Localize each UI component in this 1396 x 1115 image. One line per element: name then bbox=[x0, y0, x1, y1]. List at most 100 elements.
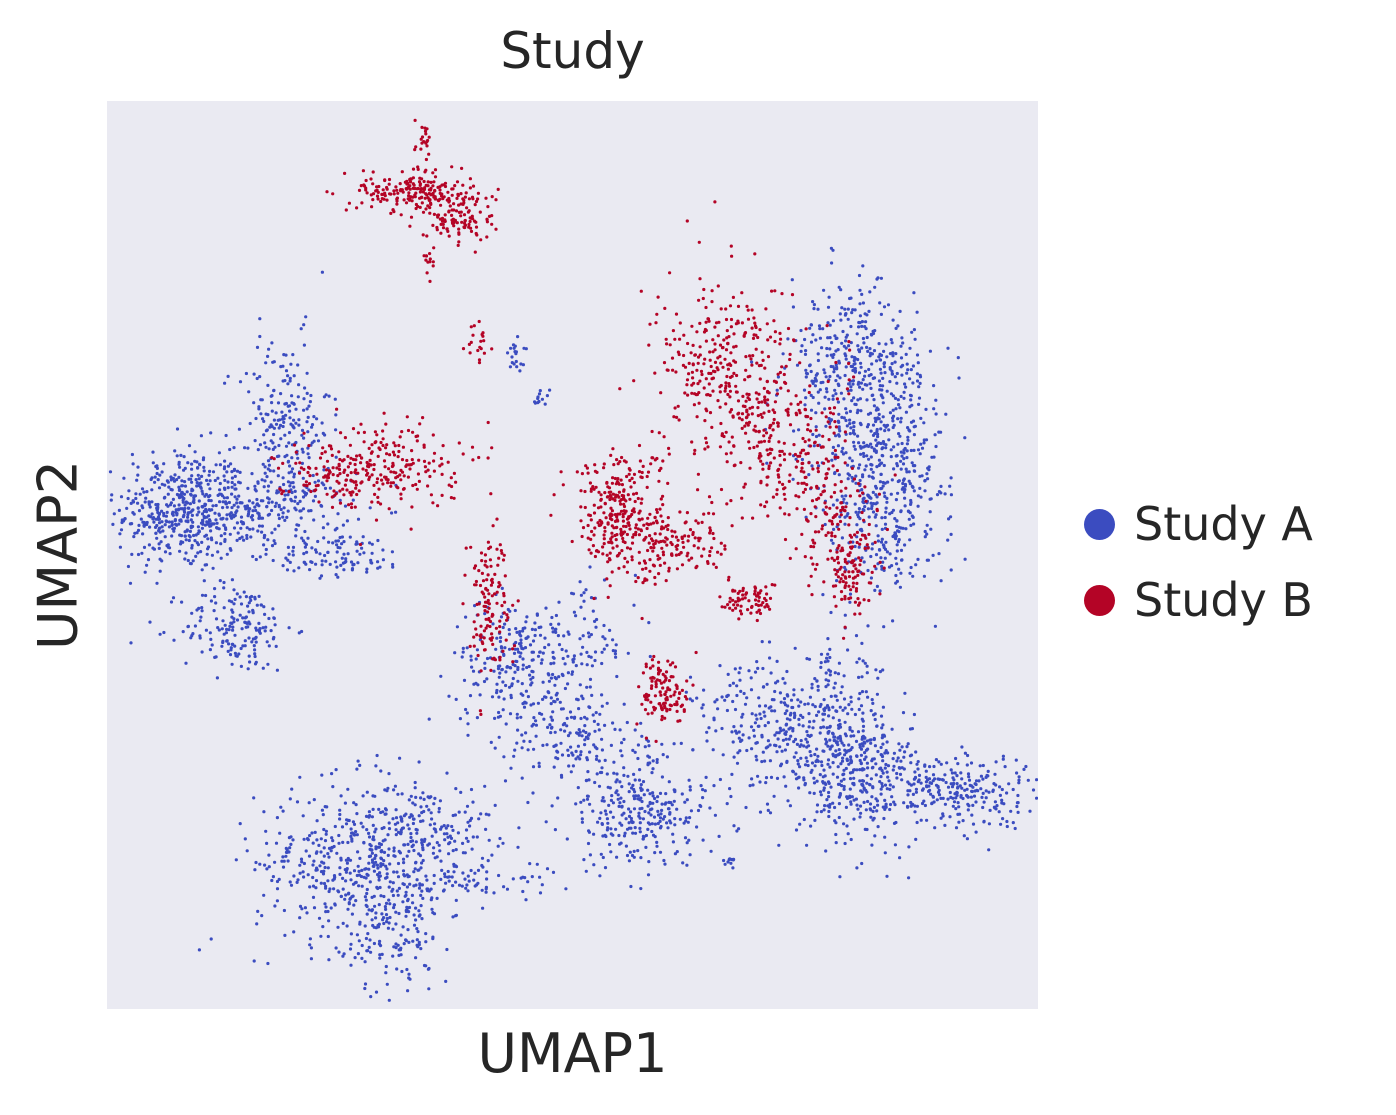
data-point bbox=[514, 350, 518, 354]
data-point bbox=[428, 823, 432, 827]
data-point bbox=[805, 759, 809, 763]
data-point bbox=[357, 188, 362, 192]
data-point bbox=[332, 844, 336, 849]
data-point bbox=[485, 677, 489, 681]
data-point bbox=[812, 379, 816, 383]
data-point bbox=[602, 647, 606, 651]
data-point bbox=[941, 814, 945, 818]
data-point bbox=[349, 560, 354, 564]
data-point bbox=[251, 518, 255, 522]
data-point bbox=[609, 743, 613, 748]
data-point bbox=[209, 937, 213, 941]
data-point bbox=[769, 671, 773, 675]
data-point bbox=[225, 552, 229, 556]
data-point bbox=[414, 860, 418, 864]
data-point bbox=[302, 436, 306, 440]
data-point bbox=[624, 817, 628, 821]
data-point bbox=[353, 956, 357, 960]
data-point bbox=[139, 517, 143, 521]
data-point bbox=[869, 386, 873, 390]
data-point bbox=[547, 643, 551, 647]
data-point bbox=[516, 667, 520, 672]
data-point bbox=[797, 723, 801, 727]
data-point bbox=[831, 732, 835, 736]
data-point bbox=[301, 539, 305, 543]
data-point bbox=[683, 800, 687, 804]
data-point bbox=[371, 794, 375, 798]
data-point bbox=[396, 861, 401, 866]
data-point bbox=[399, 188, 403, 192]
data-point bbox=[515, 630, 519, 635]
data-point bbox=[289, 422, 293, 426]
data-point bbox=[400, 792, 404, 796]
data-point bbox=[823, 522, 827, 527]
data-point bbox=[570, 672, 574, 676]
data-point bbox=[845, 795, 849, 799]
data-point bbox=[784, 784, 788, 788]
data-point bbox=[792, 688, 796, 692]
data-point bbox=[925, 785, 929, 789]
data-point bbox=[367, 945, 371, 950]
data-point bbox=[416, 868, 420, 872]
data-point bbox=[298, 871, 302, 875]
data-point bbox=[879, 714, 884, 718]
data-point bbox=[571, 764, 575, 768]
data-point bbox=[380, 192, 384, 197]
data-point bbox=[183, 484, 188, 488]
data-point bbox=[367, 867, 371, 871]
data-point bbox=[778, 745, 782, 749]
data-point bbox=[600, 770, 604, 775]
data-point bbox=[377, 875, 381, 879]
data-point bbox=[865, 664, 869, 668]
data-point bbox=[467, 197, 471, 201]
data-point bbox=[448, 834, 452, 838]
data-point bbox=[616, 797, 620, 801]
data-point bbox=[615, 674, 619, 679]
data-point bbox=[525, 665, 529, 670]
data-point bbox=[266, 354, 270, 358]
data-point bbox=[361, 169, 365, 173]
data-point bbox=[498, 671, 502, 675]
data-point bbox=[452, 202, 456, 206]
data-point bbox=[474, 199, 479, 204]
data-point bbox=[592, 832, 596, 836]
data-point bbox=[504, 722, 508, 726]
data-point bbox=[823, 371, 827, 375]
data-point bbox=[593, 619, 597, 624]
data-point bbox=[849, 364, 853, 368]
data-point bbox=[435, 896, 439, 901]
data-point bbox=[288, 484, 292, 488]
data-point bbox=[334, 413, 338, 417]
data-point bbox=[981, 805, 985, 810]
data-point bbox=[700, 706, 704, 710]
data-point bbox=[900, 373, 904, 377]
data-point bbox=[825, 656, 829, 660]
data-point bbox=[896, 756, 900, 760]
data-point bbox=[371, 860, 375, 864]
data-point bbox=[308, 400, 312, 404]
data-point bbox=[951, 776, 955, 780]
data-point bbox=[603, 809, 607, 813]
data-point bbox=[521, 663, 525, 667]
data-point bbox=[230, 492, 234, 496]
data-point bbox=[768, 811, 773, 815]
data-point bbox=[190, 462, 194, 466]
data-point bbox=[378, 565, 382, 569]
data-point bbox=[371, 198, 375, 202]
data-point bbox=[875, 465, 879, 469]
data-point bbox=[952, 800, 957, 804]
data-point bbox=[263, 471, 267, 475]
data-point bbox=[734, 729, 738, 733]
data-point bbox=[204, 628, 208, 632]
data-point bbox=[857, 675, 861, 680]
data-point bbox=[238, 536, 242, 541]
data-point bbox=[809, 323, 813, 327]
data-point bbox=[294, 528, 298, 532]
data-point bbox=[403, 874, 407, 878]
data-point bbox=[915, 353, 920, 357]
data-point bbox=[412, 848, 416, 853]
data-point bbox=[831, 319, 836, 323]
data-point bbox=[474, 225, 479, 229]
data-point bbox=[824, 782, 828, 787]
data-point bbox=[483, 666, 487, 671]
